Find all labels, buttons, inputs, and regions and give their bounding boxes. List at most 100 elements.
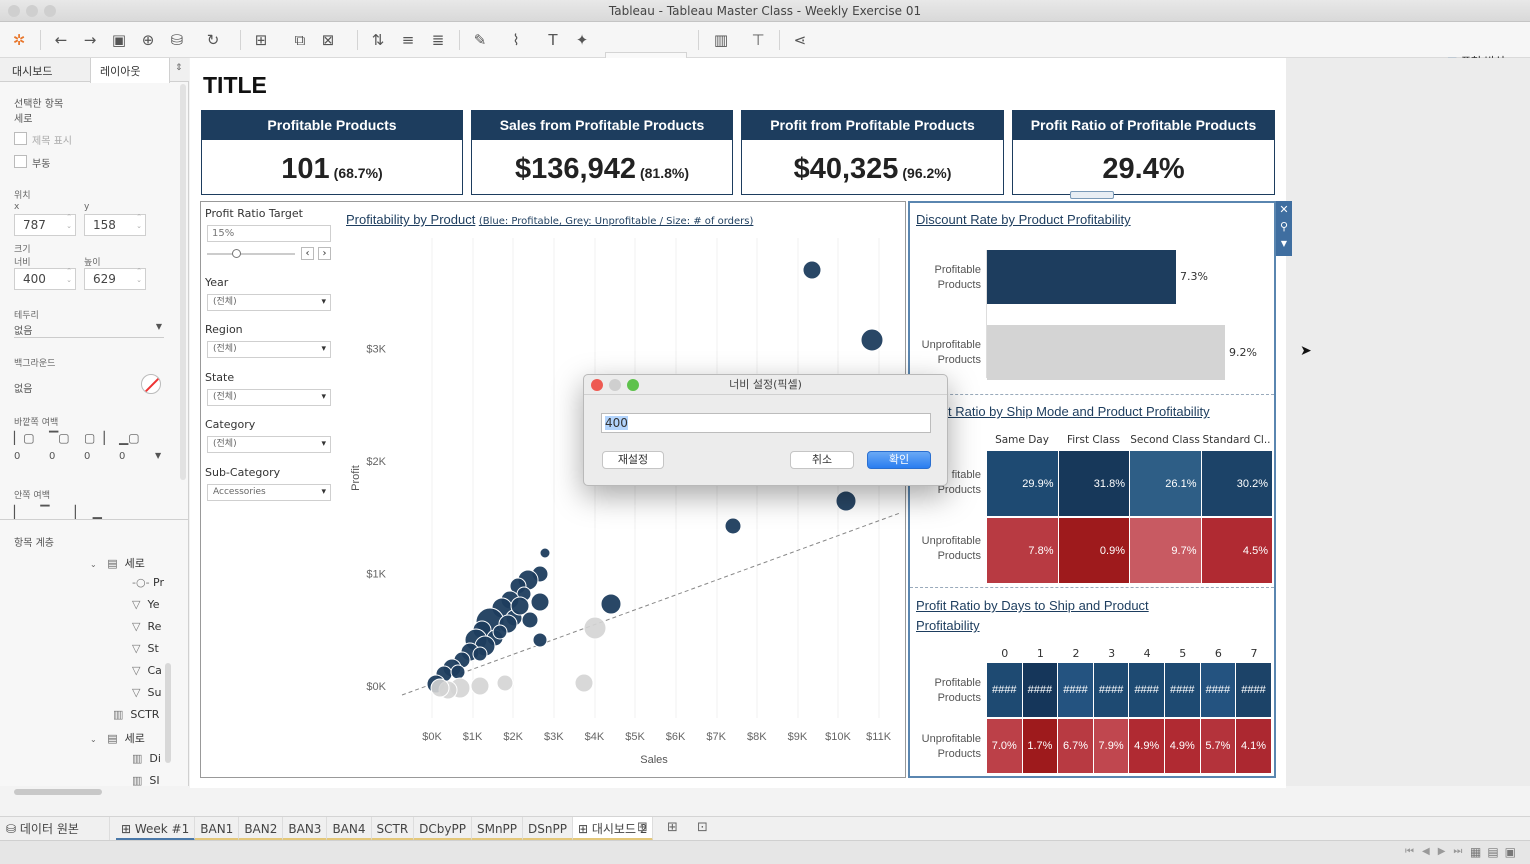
fix-axes-icon[interactable]: ✦ [575, 31, 589, 49]
heatmap-cell[interactable]: 30.2% [1201, 451, 1272, 516]
slider-next-button[interactable]: › [318, 247, 331, 260]
container-controls[interactable]: ✕ ⚲ ▼ [1276, 201, 1292, 256]
sort-descending-icon[interactable]: ≣ [431, 31, 445, 49]
refresh-icon[interactable]: ↻ [206, 31, 220, 49]
floating-checkbox[interactable] [14, 155, 27, 168]
sheet-tab[interactable]: BAN4 [327, 817, 372, 841]
sort-ascending-icon[interactable]: ≡ [401, 31, 415, 49]
dialog-zoom-button[interactable] [627, 379, 639, 391]
tree-item-profit-ratio[interactable]: -○- Pr [132, 576, 165, 589]
close-icon[interactable]: ✕ [1279, 203, 1289, 216]
add-datasource-icon[interactable]: ⊕ [141, 31, 155, 49]
profitable-product-point[interactable] [835, 490, 857, 512]
profitable-product-point[interactable] [492, 624, 508, 640]
subcategory-filter-dropdown[interactable]: Accessories [207, 484, 331, 501]
profitable-product-point[interactable] [532, 632, 548, 648]
height-input[interactable]: 629 [84, 267, 146, 290]
shipmode-heatmap[interactable]: 29.9% 31.8% 26.1% 30.2% 7.8% 0.9% 9.7% 4.5% [987, 451, 1272, 583]
duplicate-sheet-icon[interactable]: ⧉ [294, 31, 306, 49]
discount-bar-profitable[interactable] [987, 250, 1176, 304]
show-title-checkbox[interactable] [14, 132, 27, 145]
heatmap-cell[interactable]: 26.1% [1130, 451, 1201, 516]
heatmap-cell[interactable]: 29.9% [987, 451, 1058, 516]
category-filter-dropdown[interactable]: (전체) [207, 436, 331, 453]
tree-item-state[interactable]: ▽ St [132, 642, 159, 655]
y-input[interactable]: 158 [84, 213, 146, 236]
tree-item-region[interactable]: ▽ Re [132, 620, 162, 633]
redo-icon[interactable]: → [83, 31, 97, 49]
heatmap-cell[interactable]: 9.7% [1130, 518, 1201, 583]
minimize-window-button[interactable] [26, 5, 38, 17]
unprofitable-product-point[interactable] [583, 616, 607, 640]
heatmap-cell[interactable]: #### [1165, 663, 1200, 717]
tree-item-dcbypp[interactable]: ▥ Di [132, 752, 161, 765]
tree-item-category[interactable]: ▽ Ca [132, 664, 162, 677]
profitable-product-point[interactable] [860, 328, 884, 352]
discount-bar-unprofitable[interactable] [987, 325, 1225, 380]
heatmap-cell[interactable]: #### [1093, 663, 1129, 717]
heatmap-cell[interactable]: #### [1058, 663, 1093, 717]
unprofitable-product-point[interactable] [430, 678, 450, 698]
tab-navigation-icons[interactable]: ⏮◀▶⏭ [1405, 846, 1471, 857]
tree-item-subcategory[interactable]: ▽ Su [132, 686, 162, 699]
highlight-icon[interactable]: ✎ [473, 31, 487, 49]
region-filter-dropdown[interactable]: (전체) [207, 341, 331, 358]
ok-button[interactable]: 확인 [867, 451, 931, 469]
x-input[interactable]: 787 [14, 213, 76, 236]
sheet-tab[interactable]: ⊞ 대시보드 2 [572, 817, 654, 841]
days-heatmap[interactable]: #### #### #### #### #### #### #### #### 7.0% 1.7%… [987, 663, 1272, 773]
unprofitable-product-point[interactable] [496, 674, 514, 692]
heatmap-cell[interactable]: 4.1% [1236, 719, 1271, 773]
clear-sheet-icon[interactable]: ⊠ [321, 31, 335, 49]
kpi-profitable-products[interactable]: Profitable Products 101 (68.7%) [201, 110, 463, 195]
swap-icon[interactable]: ⇅ [371, 31, 385, 49]
vertical-scrollbar[interactable] [165, 663, 171, 763]
sheet-tab[interactable]: BAN3 [283, 817, 328, 841]
new-story-tab-icon[interactable]: ⊡ [697, 820, 708, 835]
profit-ratio-target-input[interactable]: 15% [207, 225, 331, 242]
tree-vertical-1[interactable]: ⌄ ▤ 세로 [90, 557, 145, 570]
outer-padding-controls[interactable]: ▏▢ ▔▢ ▢▕ ▁▢ 0 0 0 0 ▼ [14, 431, 164, 465]
heatmap-cell[interactable]: 4.9% [1129, 719, 1164, 773]
width-input[interactable]: 400 [14, 267, 76, 290]
dialog-close-button[interactable] [591, 379, 603, 391]
heatmap-cell[interactable]: 7.9% [1093, 719, 1129, 773]
kpi-sales-profitable[interactable]: Sales from Profitable Products $136,942(… [471, 110, 733, 195]
heatmap-cell[interactable]: 7.0% [987, 719, 1022, 773]
new-dashboard-tab-icon[interactable]: ⊞ [667, 820, 678, 835]
group-icon[interactable]: ⌇ [512, 31, 520, 49]
width-input[interactable]: 400 [601, 413, 931, 433]
profitable-product-point[interactable] [802, 260, 822, 280]
tree-item-year[interactable]: ▽ Ye [132, 598, 160, 611]
heatmap-cell[interactable]: 4.5% [1201, 518, 1272, 583]
sheet-tab[interactable]: DCbyPP [414, 817, 472, 841]
show-cards-icon[interactable]: ▥ [713, 31, 729, 49]
year-filter-dropdown[interactable]: (전체) [207, 294, 331, 311]
panel-toggle-icon[interactable]: ⇕ [175, 63, 183, 73]
heatmap-cell[interactable]: 31.8% [1058, 451, 1129, 516]
profitable-product-point[interactable] [450, 664, 466, 680]
tab-dashboard[interactable]: 대시보드 [12, 65, 53, 78]
target-slider-track[interactable] [207, 253, 295, 255]
tree-vertical-2[interactable]: ⌄ ▤ 세로 [90, 732, 145, 745]
profitable-product-point[interactable] [472, 646, 488, 662]
inner-padding-controls[interactable]: ▏▔▕▁ [14, 505, 119, 519]
presentation-mode-icon[interactable]: ⊤ [751, 31, 765, 49]
profitable-product-point[interactable] [600, 593, 622, 615]
tree-item-sctr[interactable]: ▥ SCTR [113, 708, 160, 721]
slider-prev-button[interactable]: ‹ [301, 247, 314, 260]
sheet-tab[interactable]: SCTR [371, 817, 415, 841]
heatmap-cell[interactable]: 7.8% [987, 518, 1058, 583]
heatmap-cell[interactable]: #### [1200, 663, 1236, 717]
close-window-button[interactable] [8, 5, 20, 17]
new-worksheet-icon[interactable]: ⊞ [254, 31, 268, 49]
heatmap-cell[interactable]: 0.9% [1058, 518, 1129, 583]
heatmap-cell[interactable]: 4.9% [1165, 719, 1200, 773]
horizontal-scrollbar[interactable] [14, 789, 102, 795]
heatmap-cell[interactable]: #### [987, 663, 1022, 717]
pin-icon[interactable]: ⚲ [1279, 220, 1289, 233]
reset-button[interactable]: 재설정 [602, 451, 664, 469]
undo-icon[interactable]: ← [54, 31, 68, 49]
heatmap-cell[interactable]: 6.7% [1058, 719, 1093, 773]
share-icon[interactable]: ⋖ [793, 31, 807, 49]
